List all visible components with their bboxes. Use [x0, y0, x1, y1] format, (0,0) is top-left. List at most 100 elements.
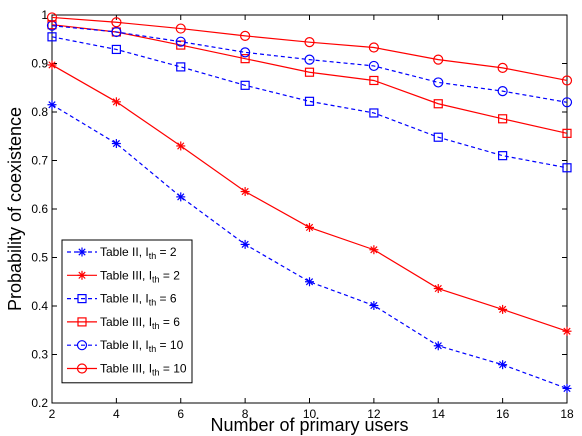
y-tick-label: 0.6	[31, 202, 48, 216]
data-point	[47, 60, 57, 70]
data-point	[498, 304, 508, 314]
x-tick-label: 4	[113, 407, 120, 421]
data-point	[498, 360, 508, 370]
series-line	[51, 25, 568, 103]
data-point	[561, 75, 573, 86]
data-point	[369, 75, 379, 86]
data-point	[369, 301, 379, 311]
data-point	[498, 151, 508, 161]
legend-box	[61, 239, 193, 384]
data-point	[562, 383, 572, 393]
data-point	[111, 139, 121, 149]
data-point	[240, 187, 250, 197]
data-point	[561, 97, 573, 108]
data-point	[304, 67, 315, 77]
data-point	[498, 114, 508, 124]
data-point	[304, 96, 315, 106]
data-point	[46, 12, 58, 23]
data-point	[46, 20, 58, 31]
axis-ticks: 2 4 6 8 10 12 14 16 18 0.2 0.3 0.4 0.5 0.6 0.7 0.8 0.9 1	[31, 8, 574, 421]
data-point	[305, 222, 314, 232]
y-tick-label: 0.9	[31, 57, 48, 71]
data-point	[111, 97, 121, 107]
y-tick-label: 0.7	[31, 154, 48, 168]
data-point	[47, 100, 57, 110]
data-point	[175, 23, 186, 34]
legend-item: Table II, Ith = 6	[67, 292, 177, 308]
y-tick-label: 0.3	[31, 348, 48, 362]
y-axis-label: Probability of coexistence	[5, 107, 25, 311]
legend: Table II, Ith = 2 Table III, Ith = 2 Table…	[61, 239, 193, 384]
data-point	[111, 26, 122, 38]
data-point	[368, 42, 379, 53]
legend-marker	[76, 340, 88, 351]
x-tick-label: 16	[496, 407, 510, 421]
data-point	[176, 192, 186, 202]
data-point	[240, 80, 250, 90]
legend-marker	[77, 294, 87, 304]
data-point	[304, 54, 315, 65]
data-point	[240, 54, 250, 64]
data-point	[433, 341, 443, 351]
series-line	[51, 16, 568, 82]
series-4	[46, 20, 573, 108]
x-axis-label: Number of primary users	[210, 415, 408, 435]
legend-marker	[77, 247, 87, 257]
y-tick-label: 0.4	[31, 299, 48, 313]
legend-label: Table II, Ith = 6	[100, 292, 177, 308]
y-tick-label: 0.5	[31, 251, 48, 265]
data-point	[304, 37, 315, 48]
data-point	[240, 239, 250, 249]
data-point	[305, 277, 314, 287]
legend-item: Table II, Ith = 2	[67, 245, 177, 261]
y-tick-label: 0.8	[31, 105, 48, 119]
data-point	[433, 54, 444, 65]
x-tick-label: 8	[242, 407, 249, 421]
legend-label: Table III, Ith = 6	[100, 315, 180, 331]
data-point	[497, 86, 508, 97]
data-point	[497, 62, 508, 73]
data-point	[369, 108, 379, 118]
data-point	[562, 326, 572, 336]
data-point	[433, 77, 444, 88]
data-point	[111, 44, 121, 55]
data-point	[433, 284, 443, 294]
legend-item: Table III, Ith = 6	[67, 315, 180, 331]
data-point	[562, 128, 572, 138]
data-point	[240, 47, 251, 58]
legend-marker	[76, 363, 88, 374]
series-1	[47, 60, 572, 336]
legend-label: Table II, Ith = 2	[100, 245, 177, 261]
x-tick-label: 10	[303, 407, 317, 421]
legend-item: Table III, Ith = 10	[67, 362, 187, 378]
data-point	[369, 245, 379, 255]
y-tick-label: 0.2	[31, 396, 48, 410]
legend-label: Table III, Ith = 10	[100, 362, 187, 378]
data-point	[562, 163, 572, 173]
data-point	[176, 40, 186, 50]
series-0	[47, 100, 572, 393]
x-tick-label: 2	[49, 407, 56, 421]
x-tick-label: 14	[432, 407, 446, 421]
legend-marker	[77, 270, 87, 280]
data-point	[175, 36, 186, 47]
data-point	[111, 17, 122, 28]
legend-label: Table III, Ith = 2	[100, 268, 180, 284]
data-point	[176, 141, 186, 151]
series-line	[51, 24, 568, 134]
legend-label: Table II, Ith = 10	[100, 338, 184, 354]
series-line	[51, 36, 568, 169]
data-point	[368, 60, 379, 72]
x-tick-label: 12	[367, 407, 381, 421]
x-tick-label: 18	[560, 407, 574, 421]
legend-item: Table III, Ith = 2	[67, 268, 180, 284]
data-point	[433, 132, 443, 142]
series-5	[46, 12, 573, 86]
data-point	[433, 99, 443, 109]
series-2	[47, 32, 572, 173]
legend-marker	[77, 317, 87, 327]
data-point	[176, 62, 186, 72]
data-point	[240, 30, 251, 41]
legend-item: Table II, Ith = 10	[67, 338, 184, 354]
